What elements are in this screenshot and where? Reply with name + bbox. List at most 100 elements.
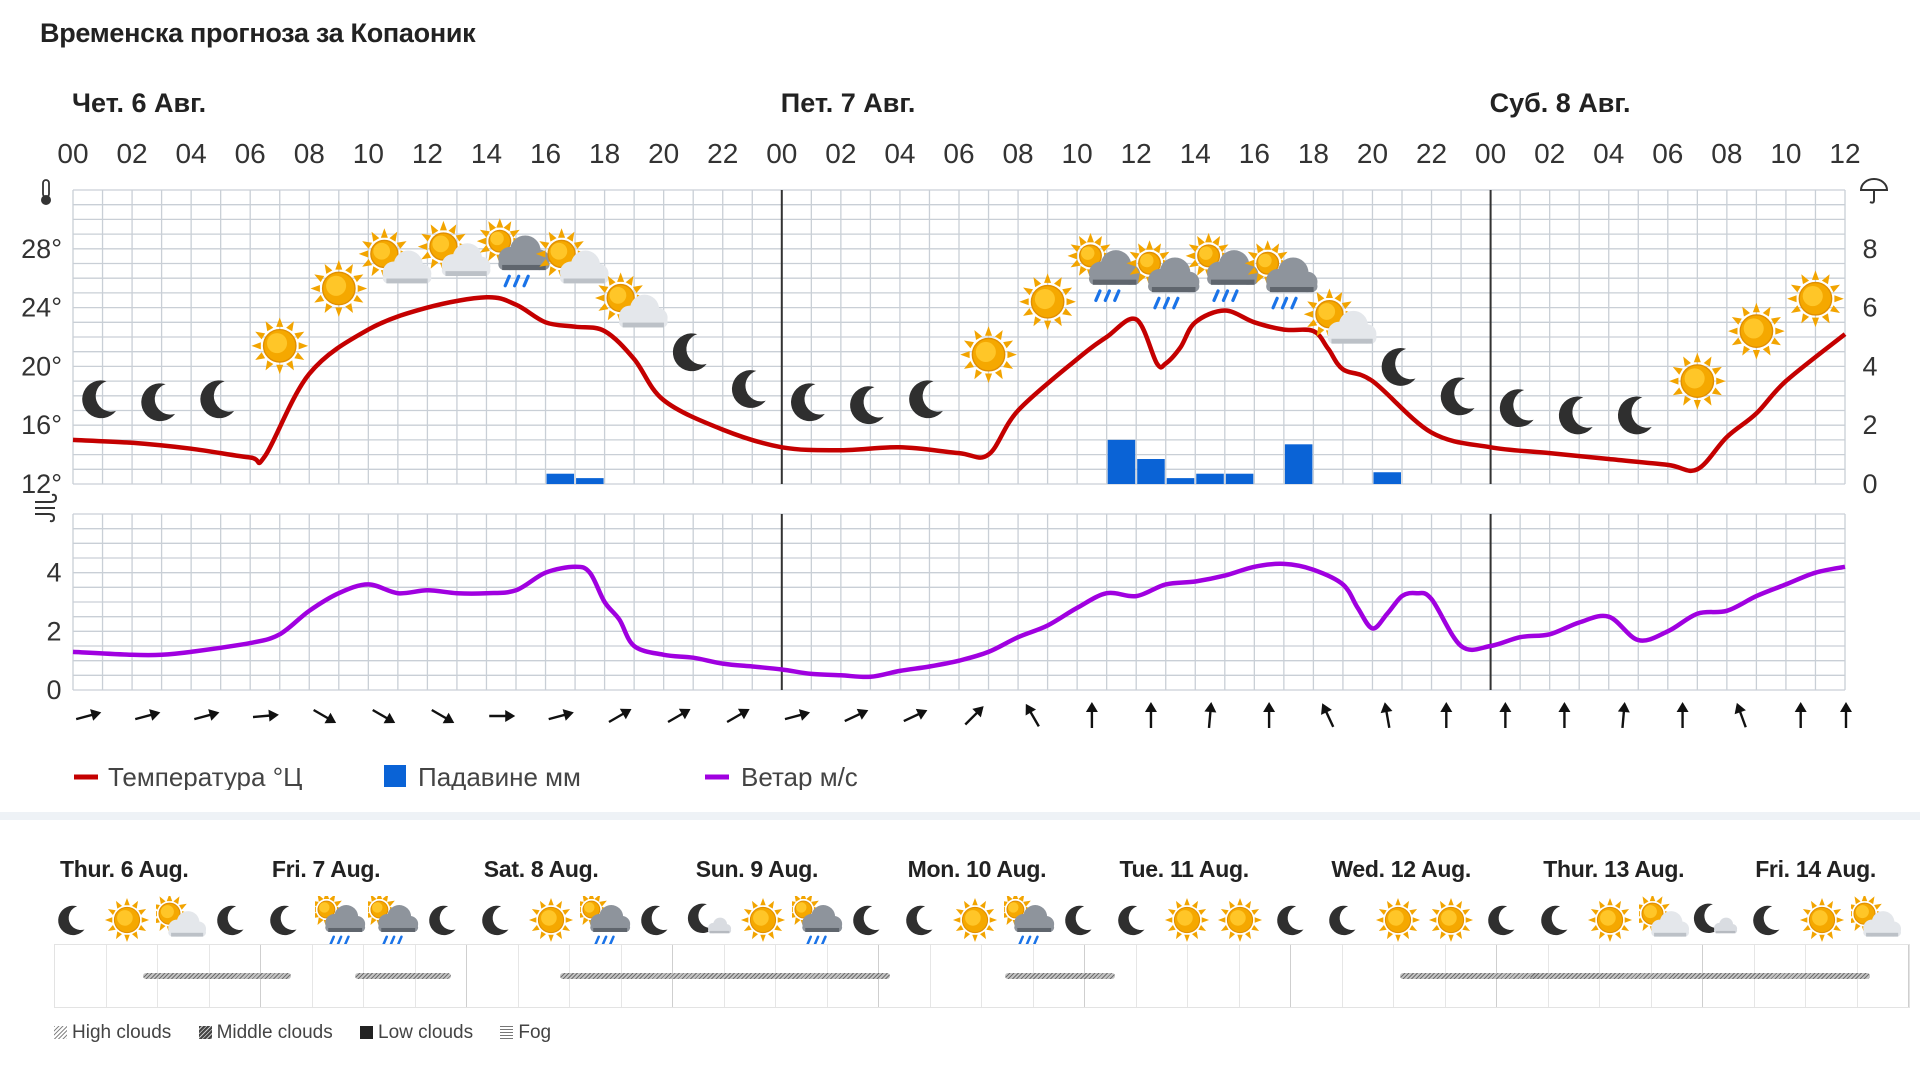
weekly-moon-icon [1753, 905, 1780, 936]
wind-direction-arrow-icon [726, 708, 750, 724]
partly-cloudy-icon [1851, 896, 1902, 937]
weekly-moon-icon [1117, 905, 1144, 936]
weekly-day-label: Wed. 12 Aug. [1331, 856, 1471, 882]
hour-tick-label: 06 [943, 138, 974, 169]
hour-tick-label: 12 [412, 138, 443, 169]
cloud-strip-cell [1291, 945, 1343, 1007]
hour-tick-label: 08 [1711, 138, 1742, 169]
cloud-legend: High clouds Middle clouds Low clouds Fog [54, 1022, 573, 1044]
weekly-day-label: Fri. 7 Aug. [271, 856, 381, 882]
day-label: Чет. 6 Авг. [72, 88, 206, 118]
hour-tick-label: 08 [1002, 138, 1033, 169]
moon-icon [909, 380, 943, 419]
wind-direction-arrow-icon [489, 710, 516, 722]
wind-direction-arrow-icon [1085, 702, 1098, 728]
wind-direction-arrow-icon [1263, 702, 1276, 728]
hour-tick-label: 22 [1416, 138, 1447, 169]
moon-icon [791, 383, 825, 422]
cloud-legend-middle: Middle clouds [198, 1022, 333, 1044]
weekly-icon-row [1537, 896, 1749, 948]
precip-tick-label: 8 [1862, 234, 1877, 264]
legend-precip-label: Падавине мм [418, 762, 581, 790]
cloud-legend-fog-label: Fog [518, 1022, 552, 1043]
wind-direction-arrow-icon [1144, 702, 1157, 728]
precip-tick-label: 2 [1862, 410, 1877, 440]
moon-icon [1440, 377, 1475, 416]
weekly-moon-icon [1541, 905, 1568, 936]
temperature-tick-label: 12° [21, 469, 62, 499]
hour-tick-label: 04 [1593, 138, 1624, 169]
moon-icon [852, 905, 880, 936]
cloud-strip-cell [467, 945, 519, 1007]
temperature-tick-label: 24° [21, 293, 62, 323]
legend-wind-label: Ветар м/с [741, 762, 858, 790]
sun-icon [1728, 302, 1785, 360]
wind-line [72, 561, 1846, 680]
moon-icon [1558, 396, 1593, 435]
weekly-day-column: Fri. 7 Aug. [266, 820, 478, 1000]
weekly-day-column: Sun. 9 Aug. [687, 820, 902, 1000]
wind-direction-arrow-icon [608, 708, 632, 724]
wind-direction-arrow-icon [1440, 702, 1453, 728]
moon-cloud-icon [687, 903, 731, 934]
wind-direction-arrow-icon [75, 709, 102, 721]
hour-tick-label: 22 [707, 138, 738, 169]
cloud-cover-band [560, 973, 890, 979]
wind-direction-row [75, 702, 1852, 729]
hour-tick-label: 06 [1652, 138, 1683, 169]
cloud-legend-high: High clouds [54, 1022, 171, 1044]
cloud-legend-low: Low clouds [360, 1022, 473, 1044]
weekly-moon-cloud-icon [687, 903, 731, 934]
wind-direction-arrow-icon [313, 708, 337, 724]
moon-icon [1617, 396, 1652, 435]
sun-icon [1429, 897, 1474, 943]
cloud-rain-icon [1126, 240, 1200, 310]
weekly-icon-row [1749, 896, 1920, 948]
sun-icon [104, 897, 150, 943]
cloud-strip-cell [1240, 945, 1291, 1007]
weekly-forecast-panel: Thur. 6 Aug. Fri. 7 Aug. Sat. 8 Aug. Sun. 9… [0, 812, 1920, 1088]
cloud-rain-icon [367, 896, 419, 946]
day-label: Пет. 7 Авг. [781, 88, 916, 118]
cloud-strip-cell [416, 945, 467, 1007]
weekly-day-label: Thur. 6 Aug. [60, 856, 189, 882]
day-label: Суб. 8 Авг. [1490, 88, 1631, 118]
weekly-partly-cloudy-icon [1851, 896, 1902, 937]
sun-icon [1164, 897, 1209, 943]
weekly-day-label: Sat. 8 Aug. [483, 856, 599, 882]
weekly-partly-cloudy-icon [1639, 896, 1690, 937]
weekly-day-label: Fri. 14 Aug. [1755, 856, 1876, 882]
cloud-rain-icon [579, 896, 630, 946]
moon-icon [429, 905, 456, 936]
cloud-strip-cell [931, 945, 982, 1007]
hour-tick-label: 06 [235, 138, 266, 169]
wind-direction-arrow-icon [1840, 702, 1852, 728]
wind-direction-arrow-icon [903, 708, 928, 723]
hour-tick-label: 00 [57, 138, 88, 169]
moon-cloud-icon [1694, 903, 1738, 934]
sun-icon [740, 897, 785, 943]
moon-icon [82, 380, 117, 419]
cloud-legend-low-label: Low clouds [378, 1022, 474, 1043]
weekly-icon-row [478, 896, 690, 948]
weekly-cloud-rain-icon [367, 896, 419, 946]
temperature-tick-label: 20° [21, 351, 62, 381]
hour-tick-label: 10 [1062, 138, 1093, 169]
hour-tick-label: 18 [1298, 138, 1329, 169]
wind-direction-arrow-icon [1734, 702, 1747, 728]
weekly-icon-row [902, 896, 1114, 948]
temperature-line [72, 295, 1847, 474]
hour-tick-label: 02 [116, 138, 147, 169]
weekly-sun-icon [1376, 897, 1421, 943]
cloud-cover-strip [54, 944, 1910, 1008]
cloud-legend-middle-label: Middle clouds [216, 1022, 333, 1043]
sun-icon [251, 317, 309, 375]
weekly-sun-icon [1217, 897, 1262, 943]
sun-icon [1019, 273, 1076, 331]
partly-cloudy-icon [1303, 288, 1377, 344]
precipitation-bar [576, 478, 604, 484]
hour-tick-label: 10 [353, 138, 384, 169]
weekly-day-label: Mon. 10 Aug. [907, 856, 1047, 882]
moon-icon [1488, 905, 1515, 936]
sun-icon [1217, 897, 1262, 943]
